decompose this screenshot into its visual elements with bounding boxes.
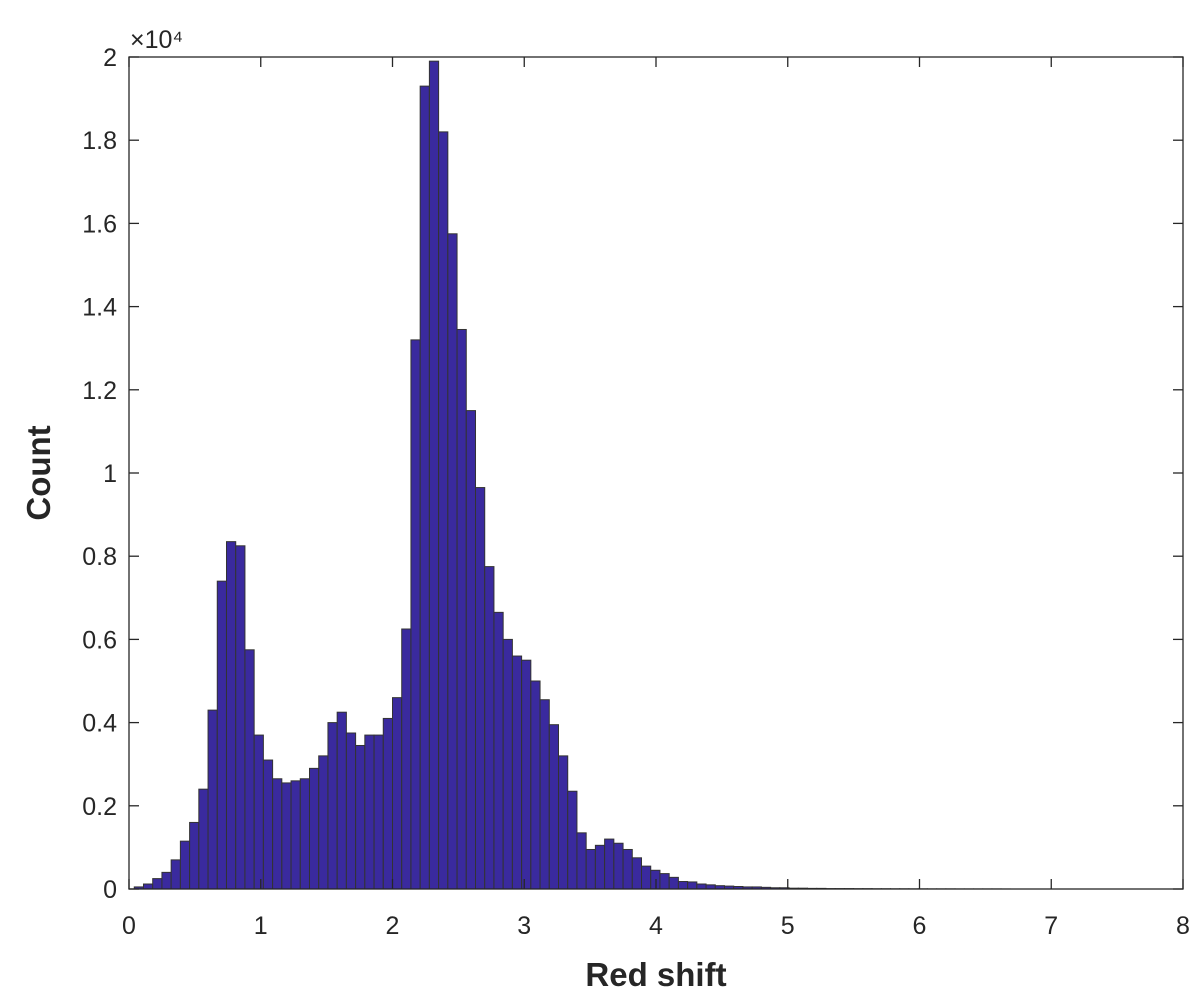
bar xyxy=(641,865,652,890)
bar xyxy=(161,871,172,890)
bar xyxy=(225,541,237,890)
x-tick-label: 2 xyxy=(386,912,400,940)
x-tick-label: 6 xyxy=(913,912,927,940)
bar xyxy=(604,838,615,890)
bar xyxy=(659,873,670,890)
bar xyxy=(576,832,587,890)
x-tick-label: 7 xyxy=(1044,912,1058,940)
bar xyxy=(299,778,310,890)
bar xyxy=(179,840,191,890)
y-tick-label: 1.6 xyxy=(82,210,117,238)
y-tick-label: 1 xyxy=(103,460,117,488)
bar xyxy=(410,339,421,890)
bar xyxy=(392,697,403,890)
bar xyxy=(594,844,606,890)
bar xyxy=(382,717,393,890)
y-tick-label: 0.4 xyxy=(82,710,117,738)
bar xyxy=(189,821,200,890)
bar xyxy=(244,649,255,890)
bar xyxy=(631,857,643,890)
bar xyxy=(668,876,679,890)
bar xyxy=(345,732,357,890)
bar xyxy=(475,487,486,890)
bar xyxy=(567,790,578,890)
bar xyxy=(465,410,477,890)
bar xyxy=(428,60,440,890)
bar xyxy=(502,638,513,890)
bar xyxy=(235,545,246,890)
bar xyxy=(308,767,320,890)
bar xyxy=(484,566,495,890)
bar xyxy=(216,580,227,890)
bar xyxy=(438,131,449,890)
x-tick-label: 4 xyxy=(649,912,663,940)
bar xyxy=(207,709,218,890)
bar xyxy=(419,85,430,890)
bar xyxy=(336,711,347,890)
x-tick-label: 8 xyxy=(1176,912,1190,940)
bar xyxy=(548,724,560,890)
bar xyxy=(447,233,458,890)
y-axis-label: Count xyxy=(20,425,57,520)
x-tick-label: 1 xyxy=(254,912,268,940)
x-axis-label: Red shift xyxy=(585,956,726,993)
bar xyxy=(281,782,292,890)
bar xyxy=(585,848,596,890)
bar xyxy=(687,881,698,890)
bar xyxy=(493,611,504,890)
bar xyxy=(355,744,366,890)
bar xyxy=(558,755,569,890)
y-multiplier: ×10⁴ xyxy=(130,26,183,54)
x-tick-label: 5 xyxy=(781,912,795,940)
y-tick-label: 2 xyxy=(103,44,117,72)
y-tick-label: 0.2 xyxy=(82,793,117,821)
bar xyxy=(290,780,301,890)
plot-area xyxy=(129,57,1183,889)
bar xyxy=(696,883,707,890)
bar xyxy=(650,869,661,890)
y-tick-label: 0.6 xyxy=(82,626,117,654)
y-tick-label: 1.8 xyxy=(82,127,117,155)
bar xyxy=(272,778,283,890)
bar xyxy=(373,734,384,890)
bar xyxy=(521,659,532,890)
bar xyxy=(622,848,633,890)
bar xyxy=(262,759,274,890)
y-tick-label: 1.2 xyxy=(82,377,117,405)
bar xyxy=(511,655,523,890)
bar xyxy=(364,734,375,890)
bar xyxy=(613,842,624,890)
bar xyxy=(253,734,264,890)
bar xyxy=(142,883,154,890)
x-tick-label: 0 xyxy=(122,912,136,940)
x-tick-label: 3 xyxy=(517,912,531,940)
bar xyxy=(198,788,209,890)
y-tick-label: 0.8 xyxy=(82,543,117,571)
bar xyxy=(152,878,163,890)
bar xyxy=(539,699,550,890)
bar xyxy=(170,859,181,890)
bar xyxy=(456,328,467,890)
bar xyxy=(318,755,329,890)
y-tick-label: 0 xyxy=(103,876,117,904)
bar xyxy=(327,722,338,890)
y-tick-label: 1.4 xyxy=(82,294,117,322)
bar xyxy=(530,680,541,890)
bar xyxy=(677,881,689,890)
bar xyxy=(401,628,412,890)
